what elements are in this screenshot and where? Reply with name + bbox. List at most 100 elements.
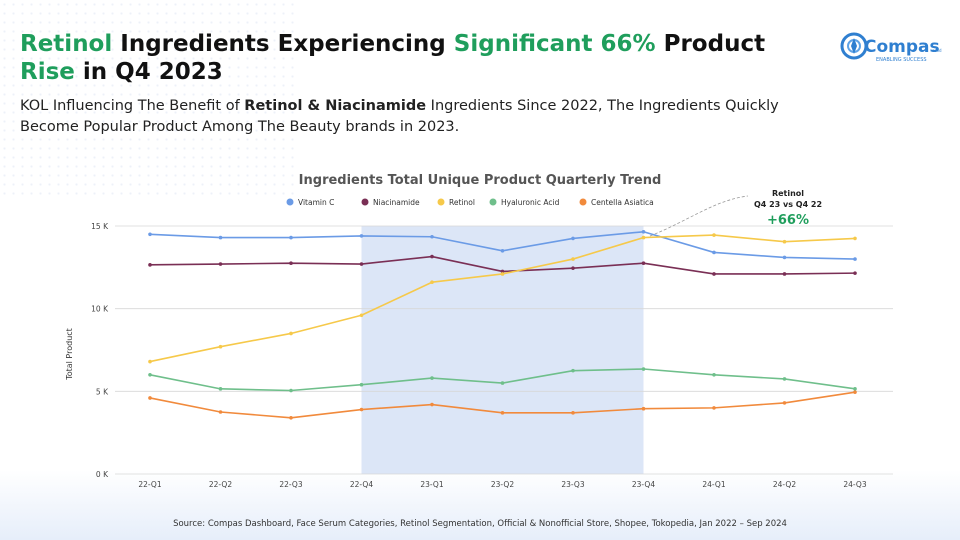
logo-ring-icon [840,32,868,60]
page-title: Retinol Ingredients Experiencing Signifi… [20,30,800,86]
subtitle-text-2: Ingredients Since 2022, The Ingredients … [20,98,779,135]
legend-marker-retinol [437,198,445,206]
legend-label: Centella Asiatica [591,198,654,207]
data-point-vitamin-c [500,249,505,253]
legend-label: Hyaluronic Acid [501,198,560,207]
data-point-vitamin-c [641,229,646,234]
data-point-vitamin-c [218,235,223,240]
data-point-centella-asiatica [853,390,857,394]
title-text-1: Ingredients Experiencing [112,31,454,57]
data-point-niacinamide [218,262,223,266]
title-text-2: Product [655,31,766,57]
callout-label-2: Q4 23 vs Q4 22 [754,200,822,209]
x-tick-label: 22-Q2 [209,480,232,489]
retinol-callout: Retinol Q4 23 vs Q4 22 +66% [649,189,822,237]
compas-logo: Compas co.id ENABLING SUCCESS [840,32,942,63]
data-point-niacinamide [289,261,293,265]
x-axis-ticks: 22-Q1 22-Q2 22-Q3 22-Q4 23-Q1 23-Q2 23-Q3 23-Q4… [138,480,866,489]
legend-marker-centella-asiatica [579,198,587,206]
y-tick-label: 0 K [96,470,109,479]
title-highlight-percent: Significant 66% [453,31,656,57]
x-tick-label: 22-Q4 [350,480,373,489]
data-point-hyaluronic-acid [571,368,575,373]
legend-marker-vitamin-c [286,198,294,206]
legend-marker-niacinamide [361,198,369,206]
data-point-centella-asiatica [289,415,293,420]
background-dots [0,0,300,200]
title-highlight-retinol: Retinol [20,31,113,57]
x-tick-label: 22-Q3 [279,480,302,489]
data-point-centella-asiatica [359,407,364,412]
y-tick-label: 5 K [96,387,109,396]
logo-suffix: co.id [932,48,942,53]
data-point-hyaluronic-acid [782,377,787,381]
page-subtitle: KOL Influencing The Benefit of Retinol &… [20,96,800,138]
data-point-hyaluronic-acid [359,382,364,387]
data-point-retinol [571,257,575,261]
data-point-retinol [359,313,364,318]
data-point-retinol [853,236,857,241]
data-point-retinol [148,359,152,364]
data-point-centella-asiatica [712,406,716,410]
callout-value: +66% [767,213,809,228]
callout-connector [649,195,749,237]
data-point-vitamin-c [712,250,716,255]
x-tick-label: 24-Q3 [843,480,866,489]
series-lines [148,229,857,420]
x-tick-label: 23-Q2 [491,480,514,489]
data-point-niacinamide [782,272,787,276]
data-point-centella-asiatica [218,410,223,414]
legend-label: Niacinamide [373,198,420,207]
highlight-band [361,226,644,474]
bottom-gradient [0,470,960,540]
data-point-hyaluronic-acid [289,388,293,393]
data-point-centella-asiatica [782,401,787,405]
data-point-vitamin-c [148,232,152,237]
data-point-hyaluronic-acid [712,373,716,377]
legend-label: Retinol [449,198,475,207]
data-point-hyaluronic-acid [641,367,646,371]
data-point-niacinamide [430,254,434,259]
data-point-retinol [641,235,646,240]
data-point-hyaluronic-acid [218,387,223,391]
trend-chart: 0 K 5 K 10 K 15 K 22-Q1 22-Q2 22-Q3 22-Q4 23-Q1… [65,173,893,489]
source-note: Source: Compas Dashboard, Face Serum Cat… [173,519,787,529]
data-point-centella-asiatica [641,406,646,411]
data-point-retinol [289,331,293,336]
x-tick-label: 22-Q1 [138,480,161,489]
data-point-vitamin-c [359,234,364,238]
callout-label-1: Retinol [772,189,804,198]
logo-tagline: ENABLING SUCCESS [876,57,927,63]
title-highlight-rise: Rise [20,59,75,85]
subtitle-text-1: KOL Influencing The Benefit of [20,98,245,114]
logo-compass-needle-icon [851,38,857,54]
data-point-vitamin-c [782,255,787,260]
data-point-niacinamide [641,261,646,265]
data-point-retinol [712,233,716,237]
legend: Vitamin C Niacinamide Retinol Hyaluronic Ac… [286,198,654,207]
data-point-niacinamide [500,269,505,274]
x-tick-label: 23-Q3 [561,480,584,489]
x-tick-label: 24-Q2 [773,480,796,489]
data-point-hyaluronic-acid [430,376,434,380]
legend-marker-hyaluronic-acid [489,198,497,206]
data-point-retinol [218,344,223,349]
data-point-retinol [430,280,434,285]
data-point-centella-asiatica [571,411,575,415]
x-tick-label: 24-Q1 [702,480,725,489]
data-point-hyaluronic-acid [853,387,857,391]
x-tick-label: 23-Q1 [420,480,443,489]
chart-title: Ingredients Total Unique Product Quarter… [299,173,662,188]
data-point-hyaluronic-acid [148,373,152,377]
data-point-retinol [782,239,787,244]
y-axis-ticks: 0 K 5 K 10 K 15 K [91,222,109,479]
data-point-niacinamide [853,271,857,275]
data-point-vitamin-c [853,257,857,261]
y-tick-label: 10 K [91,305,109,314]
grid-lines [115,225,893,475]
title-text-3: in Q4 2023 [74,59,223,85]
data-point-niacinamide [359,262,364,266]
y-axis-label: Total Product [65,328,74,381]
data-point-vitamin-c [289,235,293,240]
y-tick-label: 15 K [91,222,109,231]
